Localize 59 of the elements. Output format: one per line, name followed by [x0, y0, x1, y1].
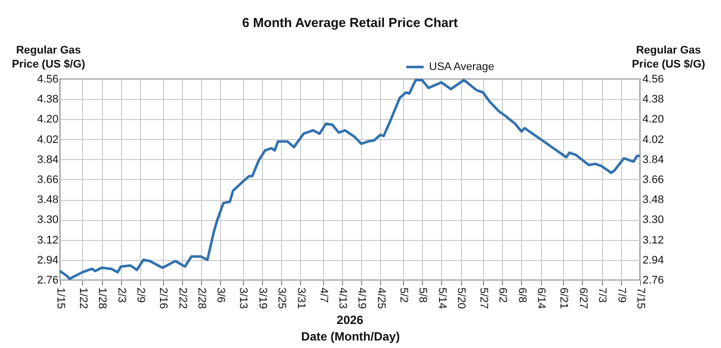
- y-tick-label: 3.12: [37, 234, 58, 246]
- x-tick-label: 5/2: [397, 288, 410, 303]
- x-tick-label: 1/22: [76, 288, 89, 309]
- x-tick-label: 2/9: [134, 288, 147, 303]
- y-tick-label: 2.94: [37, 254, 58, 266]
- x-tick-label: 2/16: [157, 288, 170, 309]
- legend-label: USA Average: [429, 61, 494, 73]
- y-tick-label: 4.20: [37, 114, 58, 126]
- x-tick-label: 7/3: [596, 288, 608, 303]
- x-tick-label: 6/21: [558, 288, 570, 309]
- y-tick-label: 3.84: [37, 154, 58, 166]
- y2-axis-title: Regular Gas Price (US $/G): [632, 44, 706, 70]
- x-tick-label: 7/15: [634, 288, 646, 309]
- y2-tick-label: 4.38: [642, 94, 664, 106]
- x-tick-label: 3/25: [276, 288, 288, 309]
- x-axis-title: Date (Month/Day): [301, 330, 400, 344]
- x-tick-label: 3/31: [294, 288, 307, 309]
- y2-tick-label: 3.48: [642, 194, 664, 206]
- y-axis-title: Regular Gas Price (US $/G): [12, 44, 86, 70]
- x-tick-label: 7/9: [615, 288, 628, 303]
- y-tick-label: 3.66: [37, 174, 58, 186]
- x-tick-label: 6/14: [535, 288, 548, 309]
- x-tick-label: 1/28: [96, 288, 108, 309]
- x-tick-label: 2/28: [195, 288, 208, 309]
- y-tick-label: 2.76: [37, 274, 58, 286]
- x-tick-label: 5/27: [477, 288, 490, 309]
- y2-tick-label: 3.30: [642, 214, 664, 226]
- x-tick-label: 4/7: [317, 288, 330, 303]
- x-tick-label: 5/20: [455, 288, 468, 309]
- y2-tick-label: 2.76: [642, 274, 664, 286]
- y2-tick-label: 3.66: [642, 174, 664, 186]
- chart-title: 6 Month Average Retail Price Chart: [242, 15, 459, 30]
- x-tick-label: 3/6: [214, 288, 227, 303]
- x-tick-label: 3/13: [237, 288, 250, 309]
- y2-tick-label: 4.20: [642, 114, 664, 126]
- x-tick-label: 6/2: [496, 288, 509, 303]
- y-tick-label: 4.02: [37, 134, 58, 146]
- x-tick-label: 6/27: [576, 288, 589, 309]
- text: 2026: [336, 313, 364, 327]
- x-tick-label: 4/25: [374, 288, 387, 309]
- x-tick-label: 5/8: [416, 288, 429, 303]
- x-tick-label: 1/15: [54, 288, 66, 309]
- x-tick-label: 4/13: [336, 288, 348, 309]
- y2-tick-label: 2.94: [642, 254, 664, 266]
- y2-tick-label: 4.56: [642, 74, 664, 86]
- y2-tick-label: 4.02: [642, 134, 664, 146]
- x-tick-label: 5/14: [436, 288, 448, 309]
- y-tick-label: 4.56: [37, 74, 58, 86]
- x-tick-label: 2/3: [115, 288, 128, 303]
- x-tick-label: 4/19: [356, 288, 368, 309]
- y-tick-label: 3.48: [37, 194, 58, 206]
- y-tick-label: 4.38: [37, 94, 58, 106]
- y2-tick-label: 3.12: [642, 234, 664, 246]
- line-series: [58, 78, 642, 280]
- x-tick-label: 3/19: [256, 288, 268, 309]
- y2-tick-label: 3.84: [642, 154, 664, 166]
- x-tick-label: 2/22: [176, 288, 188, 309]
- y-tick-label: 3.30: [37, 214, 58, 226]
- x-tick-label: 6/8: [516, 288, 528, 303]
